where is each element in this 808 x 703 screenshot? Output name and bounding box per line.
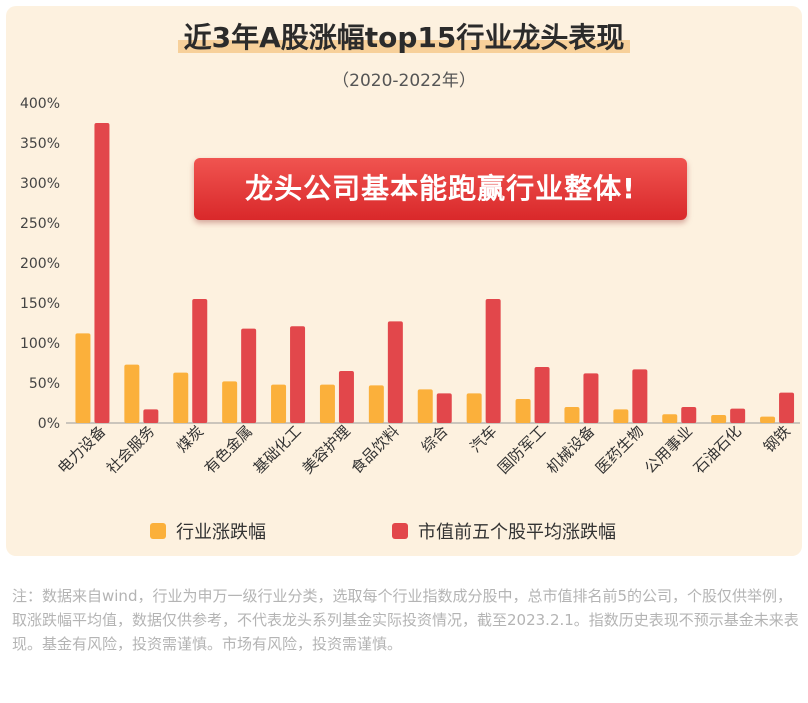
- x-tick-label: 汽车: [467, 422, 501, 456]
- x-tick-label: 机械设备: [543, 422, 598, 477]
- bar-top5: [94, 123, 110, 423]
- x-tick-label: 石油石化: [690, 422, 745, 477]
- x-tick-label: 社会服务: [103, 422, 158, 477]
- y-tick-label: 200%: [20, 256, 60, 272]
- bar-industry: [173, 372, 189, 423]
- bar-industry: [417, 389, 433, 423]
- x-tick-label: 公用事业: [641, 422, 696, 477]
- x-tick-label: 有色金属: [201, 422, 256, 477]
- bar-industry: [662, 414, 678, 423]
- y-tick-label: 100%: [20, 336, 60, 352]
- legend-label-industry: 行业涨跌幅: [176, 522, 266, 543]
- x-tick-label: 医药生物: [592, 422, 647, 477]
- legend-swatch-industry: [150, 523, 166, 539]
- bar-industry: [368, 385, 384, 423]
- bar-top5: [143, 409, 159, 423]
- legend-item-industry: 行业涨跌幅: [150, 520, 266, 543]
- bar-top5: [730, 408, 746, 423]
- bar-industry: [271, 384, 287, 423]
- bar-top5: [290, 326, 306, 423]
- title-wrap: 近3年A股涨幅top15行业龙头表现: [0, 20, 808, 56]
- x-tick-label: 美容护理: [299, 422, 354, 477]
- bar-top5: [387, 321, 403, 423]
- x-tick-label: 国防军工: [494, 422, 549, 477]
- highlight-banner: 龙头公司基本能跑赢行业整体!: [194, 158, 687, 220]
- x-tick-label: 基础化工: [250, 422, 305, 477]
- bar-top5: [485, 299, 501, 423]
- chart-title: 近3年A股涨幅top15行业龙头表现: [177, 20, 631, 56]
- y-tick-label: 150%: [20, 296, 60, 312]
- bar-industry: [466, 393, 482, 423]
- legend-swatch-top5: [392, 523, 408, 539]
- bar-top5: [192, 299, 208, 423]
- bar-industry: [760, 416, 776, 423]
- bar-industry: [222, 381, 238, 423]
- x-tick-label: 煤炭: [173, 422, 207, 456]
- bar-top5: [241, 328, 257, 423]
- bar-industry: [711, 415, 727, 423]
- x-tick-label: 钢铁: [760, 422, 794, 456]
- bar-top5: [583, 373, 599, 423]
- bar-industry: [515, 399, 531, 423]
- bar-industry: [613, 409, 629, 423]
- bar-top5: [632, 369, 648, 423]
- bar-industry: [124, 364, 140, 423]
- footnote: 注：数据来自wind，行业为申万一级行业分类，选取每个行业指数成分股中，总市值排…: [12, 587, 799, 653]
- bar-chart: 0% 50% 100% 150% 200% 250% 300% 350% 400% 电力设备社会服…: [20, 96, 800, 477]
- bar-top5: [681, 407, 697, 423]
- bar-top5: [338, 371, 354, 423]
- bar-top5: [534, 367, 550, 423]
- bar-industry: [75, 333, 91, 423]
- y-tick-label: 250%: [20, 216, 60, 232]
- legend-item-top5: 市值前五个股平均涨跌幅: [392, 520, 616, 543]
- legend-label-top5: 市值前五个股平均涨跌幅: [418, 522, 616, 543]
- chart-subtitle: （2020-2022年）: [332, 71, 476, 91]
- chart-card: [6, 6, 802, 556]
- y-tick-label: 350%: [20, 136, 60, 152]
- y-tick-label: 0%: [38, 416, 60, 432]
- bar-industry: [564, 407, 580, 423]
- y-tick-label: 300%: [20, 176, 60, 192]
- x-tick-label: 电力设备: [54, 422, 109, 477]
- y-tick-label: 400%: [20, 96, 60, 112]
- x-tick-label: 食品饮料: [348, 422, 403, 477]
- y-tick-label: 50%: [29, 376, 60, 392]
- bar-industry: [319, 384, 335, 423]
- x-tick-label: 综合: [418, 422, 452, 456]
- bar-top5: [779, 392, 795, 423]
- bar-top5: [436, 393, 452, 423]
